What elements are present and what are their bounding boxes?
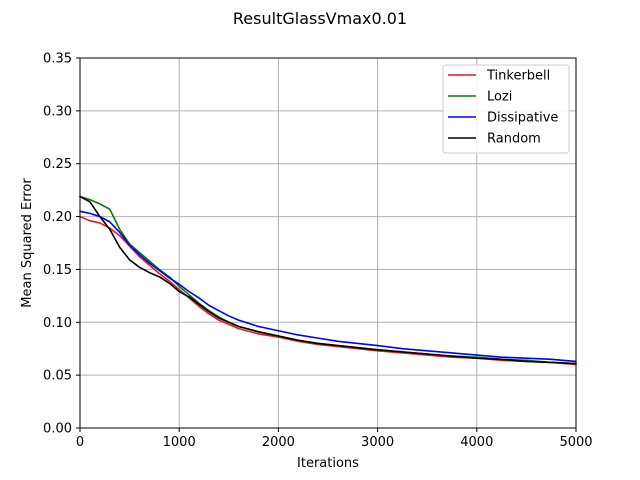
plot-frame (79, 57, 577, 429)
legend-box (442, 64, 570, 154)
x-axis-ticks: 0 1000 2000 3000 4000 5000 (76, 428, 593, 450)
legend-label-lozi: Lozi (487, 90, 512, 105)
y-tick-label: 0.30 (43, 104, 72, 119)
x-tick-label: 0 (76, 435, 84, 450)
x-tick-label: 5000 (559, 435, 592, 450)
x-tick-label: 2000 (262, 435, 295, 450)
series-layer (79, 195, 577, 366)
legend-label-dissipative: Dissipative (487, 111, 558, 126)
x-axis-label: Iterations (297, 456, 359, 471)
legend-label-random: Random (487, 132, 541, 147)
y-tick-label: 0.05 (43, 369, 72, 384)
y-tick-label: 0.10 (43, 316, 72, 331)
y-axis-label: Mean Squared Error (20, 178, 35, 308)
y-tick-label: 0.15 (43, 263, 72, 278)
chart-title: ResultGlassVmax0.01 (233, 9, 407, 28)
x-tick-label: 3000 (361, 435, 394, 450)
y-tick-label: 0.35 (43, 52, 72, 67)
y-tick-label: 0.25 (43, 157, 72, 172)
series-line-tinkerbell (79, 215, 577, 366)
series-line-dissipative (79, 210, 577, 363)
y-tick-label: 0.20 (43, 210, 72, 225)
legend-label-tinkerbell: Tinkerbell (486, 69, 550, 84)
y-tick-label: 0.00 (43, 422, 72, 437)
y-axis-ticks: 0.00 0.05 0.10 0.15 0.20 0.25 0.30 0.35 (43, 52, 80, 437)
legend: Tinkerbell Lozi Dissipative Random (442, 64, 570, 154)
series-line-random (79, 195, 577, 365)
x-tick-label: 4000 (460, 435, 493, 450)
x-tick-label: 1000 (163, 435, 196, 450)
